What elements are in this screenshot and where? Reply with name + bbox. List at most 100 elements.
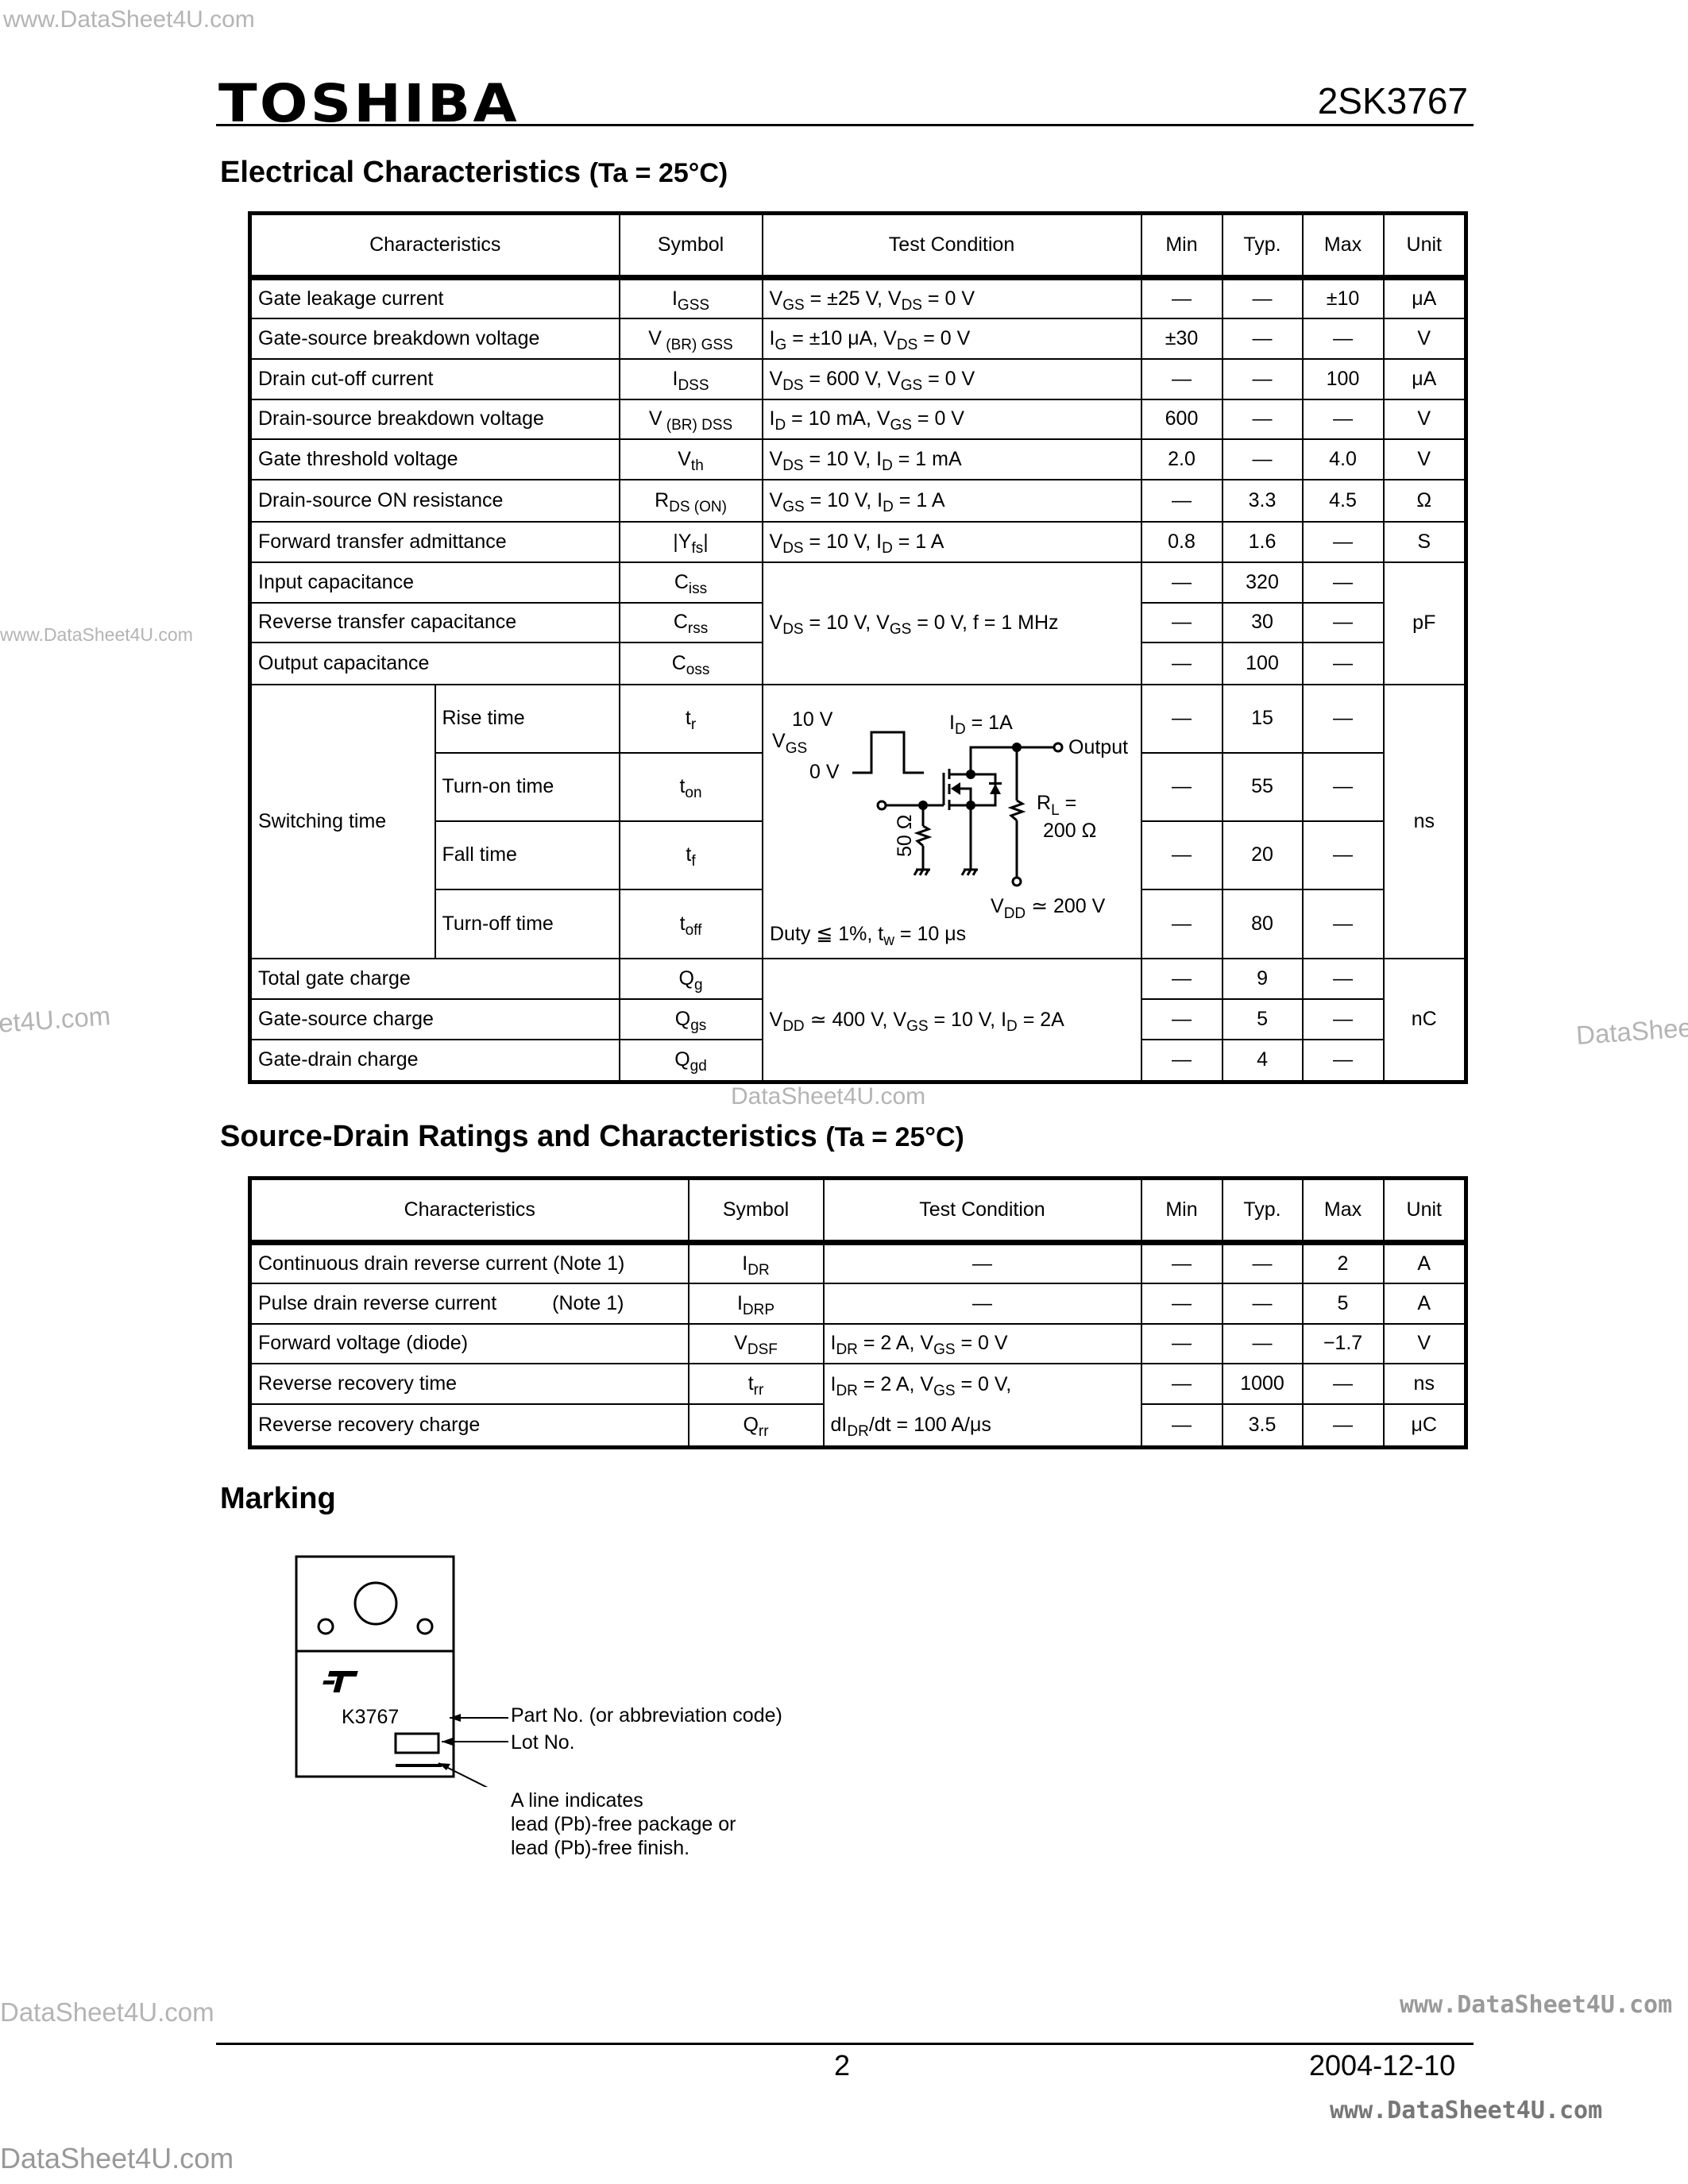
characteristic-name: Turn-off time xyxy=(434,888,620,959)
typ-value: — xyxy=(1221,438,1304,480)
watermark: DataSheet4U.com xyxy=(0,2142,234,2174)
max-value: — xyxy=(1301,1362,1385,1406)
max-value: — xyxy=(1301,1403,1385,1448)
mosfet-arrow xyxy=(951,782,960,795)
column-header: Typ. xyxy=(1221,1177,1304,1245)
characteristic-name: Gate-drain charge xyxy=(249,1038,620,1083)
table-row: Gate-drain charge Qgd —4— xyxy=(249,1038,1466,1083)
svg-text:VDD ≃ 200 V: VDD ≃ 200 V xyxy=(991,895,1106,922)
vdd-terminal xyxy=(1011,876,1022,887)
unit: Ω xyxy=(1382,478,1467,523)
table-row: Gate threshold voltage Vth VDS = 10 V, ID … xyxy=(249,438,1467,480)
column-header: Characteristics xyxy=(249,1177,689,1245)
typ-value: 4 xyxy=(1221,1038,1304,1083)
toshiba-logo-icon xyxy=(323,1671,358,1692)
table-row: Output capacitance Coss —100— xyxy=(249,641,1466,685)
min-value: — xyxy=(1140,357,1223,400)
symbol: trr xyxy=(687,1362,825,1406)
symbol: toff xyxy=(618,888,763,959)
test-condition: VDS = 10 V, ID = 1 A xyxy=(761,520,1142,563)
min-value: — xyxy=(1140,276,1223,319)
max-value: — xyxy=(1301,1038,1385,1083)
typ-value: — xyxy=(1221,1322,1304,1364)
rg-value: 50 Ω xyxy=(894,815,916,857)
symbol: Crss xyxy=(618,601,763,643)
lot-no-label: Lot No. xyxy=(511,1731,575,1754)
column-header: Min xyxy=(1140,1177,1223,1245)
min-value: — xyxy=(1140,1038,1223,1083)
symbol: VDSF xyxy=(687,1322,825,1364)
characteristic-name: Forward voltage (diode) xyxy=(249,1322,689,1364)
footer-rule xyxy=(216,2043,1474,2045)
table-row: Fall time tf —20— xyxy=(250,820,1466,890)
symbol: RDS (ON) xyxy=(618,478,763,523)
max-value: — xyxy=(1301,751,1385,822)
max-value: 5 xyxy=(1301,1282,1385,1325)
characteristic-name: Input capacitance xyxy=(249,561,620,604)
table-row: Continuous drain reverse current (Note 1… xyxy=(249,1241,1467,1284)
table-row: Pulse drain reverse current (Note 1) IDRP —… xyxy=(249,1282,1467,1325)
max-value: — xyxy=(1301,997,1385,1040)
characteristic-text: Forward voltage (diode) xyxy=(258,1332,469,1354)
section-condition: (Ta = 25°C) xyxy=(589,158,728,188)
column-header: Test Condition xyxy=(761,212,1142,280)
output-label: Output xyxy=(1068,736,1128,758)
unit: nC xyxy=(1382,957,1467,1083)
typ-value: 5 xyxy=(1221,997,1304,1040)
typ-value: — xyxy=(1221,317,1304,360)
table-row: Switching time Rise time tr —15— ns xyxy=(249,683,1467,959)
test-condition: ID = 10 mA, VGS = 0 V xyxy=(761,398,1142,440)
typ-value: 80 xyxy=(1221,888,1304,959)
vgs-high-label: 10 V xyxy=(792,708,833,731)
test-condition: VDS = 600 V, VGS = 0 V xyxy=(761,357,1142,400)
table-row: Total gate charge Qg VDD ≃ 400 V, VGS = 10… xyxy=(249,957,1467,1083)
typ-value: 1.6 xyxy=(1221,520,1304,563)
unit: V xyxy=(1382,1322,1467,1364)
test-condition xyxy=(761,683,1142,959)
marking-diagram xyxy=(295,1555,508,1787)
switching-group-label: Switching time xyxy=(249,683,436,959)
typ-value: 15 xyxy=(1221,683,1304,754)
characteristic-name: Drain cut-off current xyxy=(249,357,620,400)
min-value: — xyxy=(1140,683,1223,754)
max-value: — xyxy=(1301,317,1385,360)
table-row: Gate-source breakdown voltage V (BR) GSS I… xyxy=(249,317,1467,360)
characteristic-name: Drain-source breakdown voltage xyxy=(249,398,620,440)
section-title-text: Source-Drain Ratings and Characteristics xyxy=(220,1120,817,1153)
switching-test-circuit: 10 V VGS 0 V ID = 1A Output RL = 200 Ω 5… xyxy=(770,708,1128,949)
table-row: Turn-off time toff —80— xyxy=(250,888,1466,959)
max-value: ±10 xyxy=(1301,276,1385,319)
section-title-marking: Marking xyxy=(220,1482,336,1515)
vgs-low-label: 0 V xyxy=(809,761,840,783)
characteristic-name: Total gate charge xyxy=(249,957,620,1000)
symbol: Qgs xyxy=(618,997,763,1040)
source-drain-table: Characteristics Symbol Test Condition Min Ty… xyxy=(248,1176,1468,1449)
input-terminal xyxy=(876,800,887,811)
symbol: V (BR) GSS xyxy=(618,317,763,360)
table-header: Characteristics Symbol Test Condition Min Ty… xyxy=(249,212,1467,280)
test-condition: VDS = 10 V, VGS = 0 V, f = 1 MHz xyxy=(761,561,1142,685)
part-no-label: Part No. (or abbreviation code) xyxy=(511,1704,782,1727)
watermark: DataSheet4U.com xyxy=(0,1997,214,2027)
max-value: — xyxy=(1301,820,1385,890)
min-value: ±30 xyxy=(1140,317,1223,360)
test-condition: VGS = ±25 V, VDS = 0 V xyxy=(761,276,1142,319)
table-row: Gate leakage current IGSS VGS = ±25 V, VDS… xyxy=(249,276,1467,319)
characteristic-name: Reverse recovery time xyxy=(249,1362,689,1406)
note-ref: (Note 1) xyxy=(552,1291,624,1314)
min-value: — xyxy=(1140,601,1223,643)
characteristic-name: Reverse transfer capacitance xyxy=(249,601,620,643)
typ-value: 55 xyxy=(1221,751,1304,822)
test-condition: IDR = 2 A, VGS = 0 V xyxy=(822,1322,1142,1364)
test-condition: — xyxy=(822,1241,1142,1284)
min-value: — xyxy=(1140,820,1223,890)
id-label: I xyxy=(949,712,955,734)
column-header: Characteristics xyxy=(249,212,620,280)
typ-value: 20 xyxy=(1221,820,1304,890)
characteristic-name: Gate threshold voltage xyxy=(249,438,620,480)
characteristic-name: Pulse drain reverse current (Note 1) xyxy=(249,1282,689,1325)
vgs-pulse xyxy=(852,731,924,774)
max-value: — xyxy=(1301,888,1385,959)
characteristic-text: Reverse recovery time xyxy=(258,1372,458,1395)
section-title-source-drain: Source-Drain Ratings and Characteristics… xyxy=(220,1120,964,1154)
